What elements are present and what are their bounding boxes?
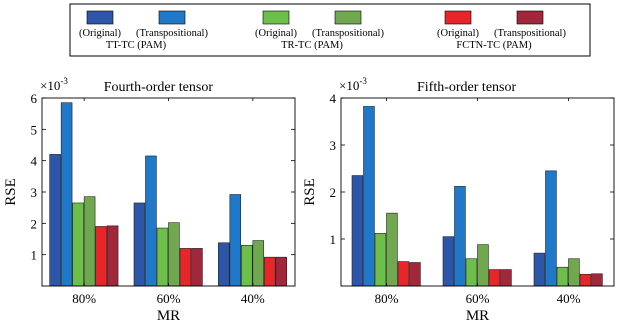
bar-p0-c0-s1	[60, 102, 73, 287]
legend-label-2-original: (Original)	[437, 28, 479, 39]
legend-swatch-1-transpositional	[334, 10, 362, 25]
bar-p0-c0-s5	[106, 225, 119, 287]
legend-swatch-2-transpositional	[516, 10, 544, 25]
bar-p1-c1-s1	[454, 186, 466, 287]
legend-label-0-transpositional: (Transpositional)	[136, 28, 208, 39]
y-axis-label: RSE	[3, 178, 19, 206]
bar-p0-c2-s1	[229, 194, 242, 287]
bar-p1-c2-s0	[533, 252, 546, 287]
panel-fourth-order: 80% 60% 40% 1 2 3 4 5 6×10-3 Fourth-order tensor M…	[3, 76, 296, 324]
panel-fifth-order: 80% 60% 40% 1 2 3 4×10-3 Fifth-order tensor MR RS…	[302, 76, 615, 324]
ytick-label: 1	[31, 248, 38, 263]
legend-swatch-1-original	[262, 10, 290, 25]
y-exponent: -3	[60, 76, 68, 86]
xtick-label: 40%	[241, 291, 265, 306]
bar-p1-c0-s4	[397, 261, 410, 287]
legend-label-1-transpositional: (Transpositional)	[312, 28, 384, 39]
legend-swatch-0-transpositional	[158, 10, 186, 25]
y-exponent-label: ×10-3	[40, 76, 68, 93]
legend-method-0: TT-TC (PAM)	[106, 40, 167, 51]
bar-p0-c2-s3	[252, 240, 265, 287]
bar-p1-c1-s2	[465, 258, 478, 287]
bar-p0-c0-s2	[72, 202, 84, 287]
bar-p0-c1-s2	[156, 227, 169, 287]
bar-p0-c2-s2	[241, 244, 253, 287]
legend-label-0-original: (Original)	[79, 28, 121, 39]
bar-p1-c2-s4	[579, 273, 592, 287]
legend-box	[69, 3, 591, 57]
x-axis-label: MR	[157, 308, 180, 324]
y-axis-label: RSE	[302, 178, 318, 206]
x-axis-label: MR	[466, 308, 489, 324]
legend-method-1: TR-TC (PAM)	[281, 40, 343, 51]
bar-p0-c2-s0	[218, 242, 230, 287]
ytick-label: 2	[31, 216, 38, 231]
bar-p0-c0-s0	[49, 154, 61, 287]
ytick-label: 3	[31, 185, 38, 200]
ytick-label: 4	[330, 91, 337, 106]
chart-title: Fourth-order tensor	[104, 80, 214, 95]
ytick-label: 1	[330, 232, 337, 247]
y-exponent-label: ×10-3	[339, 76, 367, 93]
bar-p0-c1-s0	[133, 202, 146, 287]
bar-p0-c1-s1	[145, 155, 157, 287]
legend-swatch-2-original	[444, 10, 472, 25]
legend: (Original) (Transpositional)TT-TC (PAM)(O…	[69, 3, 591, 57]
xtick-label: 60%	[157, 291, 181, 306]
chart-title: Fifth-order tensor	[417, 80, 516, 95]
xtick-label: 40%	[557, 291, 581, 306]
bar-p0-c1-s4	[179, 248, 192, 287]
bar-p0-c0-s4	[95, 226, 107, 287]
bar-p1-c0-s3	[386, 212, 398, 287]
bar-p1-c2-s3	[568, 258, 580, 287]
bar-p1-c1-s0	[442, 236, 455, 287]
bar-p1-c0-s2	[374, 233, 387, 287]
bar-p1-c1-s3	[477, 244, 489, 287]
legend-label-2-transpositional: (Transpositional)	[494, 28, 566, 39]
ytick-label: 3	[330, 138, 337, 153]
y-exponent: -3	[359, 76, 367, 86]
legend-method-2: FCTN-TC (PAM)	[456, 40, 532, 51]
legend-swatch-0-original	[86, 10, 114, 25]
bar-p1-c0-s5	[409, 262, 421, 287]
bar-p1-c0-s1	[363, 106, 375, 287]
ytick-label: 5	[31, 122, 38, 137]
bar-p1-c1-s4	[488, 269, 501, 287]
ytick-label: 6	[31, 91, 38, 106]
xtick-label: 60%	[466, 291, 490, 306]
bar-p0-c2-s5	[275, 256, 288, 287]
xtick-label: 80%	[375, 291, 399, 306]
bar-p0-c2-s4	[264, 256, 276, 287]
bar-p0-c1-s3	[168, 222, 180, 287]
ytick-label: 4	[31, 154, 38, 169]
xtick-label: 80%	[72, 291, 96, 306]
bar-p1-c2-s1	[545, 170, 557, 287]
bar-p0-c0-s3	[83, 196, 96, 287]
bar-p1-c1-s5	[500, 269, 512, 287]
bar-p0-c1-s5	[191, 248, 203, 287]
bar-p1-c2-s2	[556, 266, 569, 287]
legend-label-1-original: (Original)	[255, 28, 297, 39]
bar-p1-c2-s5	[591, 273, 603, 287]
bar-p1-c0-s0	[351, 175, 364, 287]
ytick-label: 2	[330, 185, 337, 200]
